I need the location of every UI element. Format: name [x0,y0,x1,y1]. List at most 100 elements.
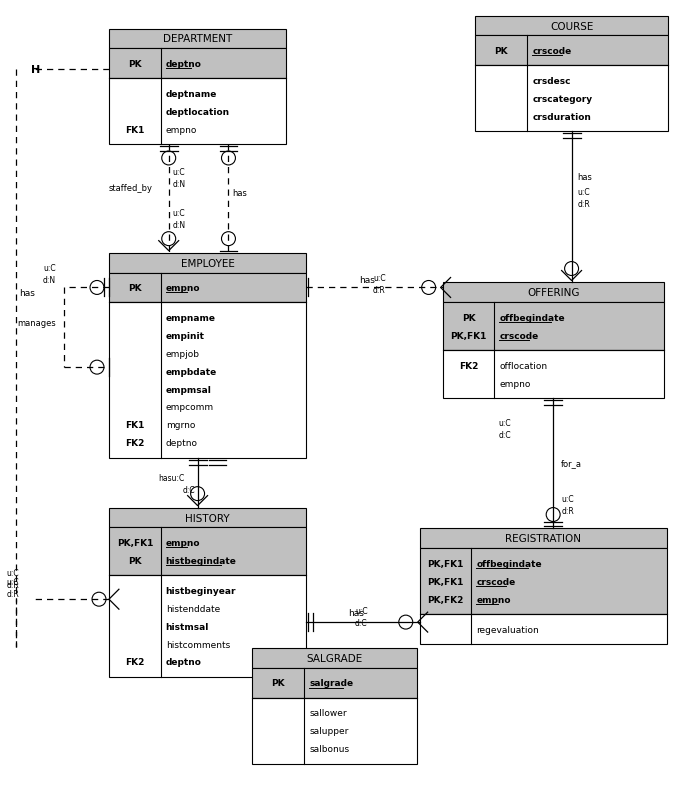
Text: salgrade: salgrade [309,678,353,687]
Bar [442,350,664,399]
Bar [420,549,667,614]
Text: u:C: u:C [355,606,368,615]
Text: empno: empno [166,125,197,135]
Text: PK,FK2: PK,FK2 [427,595,464,604]
Text: crsdesc: crsdesc [532,77,571,86]
Text: empno: empno [166,538,200,547]
Text: crsduration: crsduration [532,112,591,121]
Text: empname: empname [166,314,216,322]
Text: empbdate: empbdate [166,367,217,376]
Text: FK2: FK2 [459,361,478,371]
Text: u:C: u:C [561,495,574,504]
Text: REGISTRATION: REGISTRATION [505,534,581,544]
Bar [109,508,306,528]
Text: crscode: crscode [477,577,515,586]
Text: deptno: deptno [166,439,198,448]
Text: regevaluation: regevaluation [477,625,539,634]
Text: PK,FK1: PK,FK1 [451,331,486,340]
Text: d:C: d:C [498,431,511,439]
Text: empcomm: empcomm [166,403,214,412]
Text: PK: PK [128,284,141,293]
Text: mgrno: mgrno [166,421,195,430]
Text: u:C: u:C [43,264,56,273]
Text: u:C: u:C [578,188,590,197]
Text: manages: manages [17,318,56,327]
Text: empjob: empjob [166,349,199,358]
Text: d:R: d:R [373,286,386,294]
Text: u:C: u:C [6,577,19,586]
Bar [109,303,306,458]
Text: offbegindate: offbegindate [477,559,542,568]
Bar [475,17,668,36]
Text: u:C: u:C [6,568,19,577]
Text: empmsal: empmsal [166,385,212,394]
Text: staffed_by: staffed_by [109,184,153,193]
Text: PK: PK [271,678,285,687]
Bar [420,614,667,644]
Text: empno: empno [500,379,531,388]
Text: deptname: deptname [166,90,217,99]
Text: hasu:C: hasu:C [158,474,184,483]
Text: offbegindate: offbegindate [500,314,565,322]
Text: FK1: FK1 [125,125,144,135]
Text: for_a: for_a [561,459,582,468]
Bar [475,36,668,67]
Text: d:N: d:N [43,276,56,285]
Text: FK1: FK1 [125,421,144,430]
Text: deptlocation: deptlocation [166,107,230,116]
Text: d:N: d:N [172,221,186,230]
Text: PK,FK1: PK,FK1 [427,577,464,586]
Text: empno: empno [166,284,200,293]
Bar [253,648,417,668]
Text: u:C: u:C [172,209,186,218]
Text: histbegindate: histbegindate [166,556,237,565]
Text: histenddate: histenddate [166,604,220,613]
Text: HISTORY: HISTORY [185,513,230,523]
Bar [109,79,286,145]
Text: d:R: d:R [6,580,19,589]
Bar [442,283,664,303]
Text: FK2: FK2 [125,439,144,448]
Text: d:R: d:R [578,200,591,209]
Bar [109,30,286,50]
Text: crscode: crscode [532,47,571,56]
Text: PK: PK [462,314,475,322]
Text: empinit: empinit [166,331,205,340]
Text: offlocation: offlocation [500,361,547,371]
Text: d:C: d:C [355,618,368,627]
Text: d:R: d:R [6,589,19,598]
Bar [420,529,667,549]
Bar [442,303,664,350]
Text: DEPARTMENT: DEPARTMENT [163,34,233,44]
Text: PK: PK [128,556,141,565]
Text: salbonus: salbonus [309,744,349,753]
Text: d:C: d:C [183,485,195,495]
Text: u:C: u:C [373,273,386,282]
Text: PK: PK [495,47,508,56]
Text: has: has [233,189,247,198]
Text: empno: empno [477,595,511,604]
Text: crscategory: crscategory [532,95,593,103]
Text: sallower: sallower [309,708,347,717]
Text: OFFERING: OFFERING [527,288,580,298]
Text: salupper: salupper [309,727,348,735]
Text: crscode: crscode [500,331,539,340]
Bar [109,273,306,303]
Bar [475,67,668,132]
Text: EMPLOYEE: EMPLOYEE [181,258,235,268]
Text: SALGRADE: SALGRADE [306,653,363,663]
Text: deptno: deptno [166,658,201,666]
Bar [253,698,417,764]
Text: PK: PK [128,60,141,69]
Text: PK,FK1: PK,FK1 [427,559,464,568]
Bar [109,528,306,576]
Text: H: H [31,65,41,75]
Text: histmsal: histmsal [166,622,209,631]
Text: PK,FK1: PK,FK1 [117,538,153,547]
Text: histcomments: histcomments [166,640,230,649]
Text: FK2: FK2 [125,658,144,666]
Text: d:R: d:R [561,506,574,516]
Bar [109,50,286,79]
Text: u:C: u:C [498,419,511,428]
Text: has: has [19,289,35,298]
